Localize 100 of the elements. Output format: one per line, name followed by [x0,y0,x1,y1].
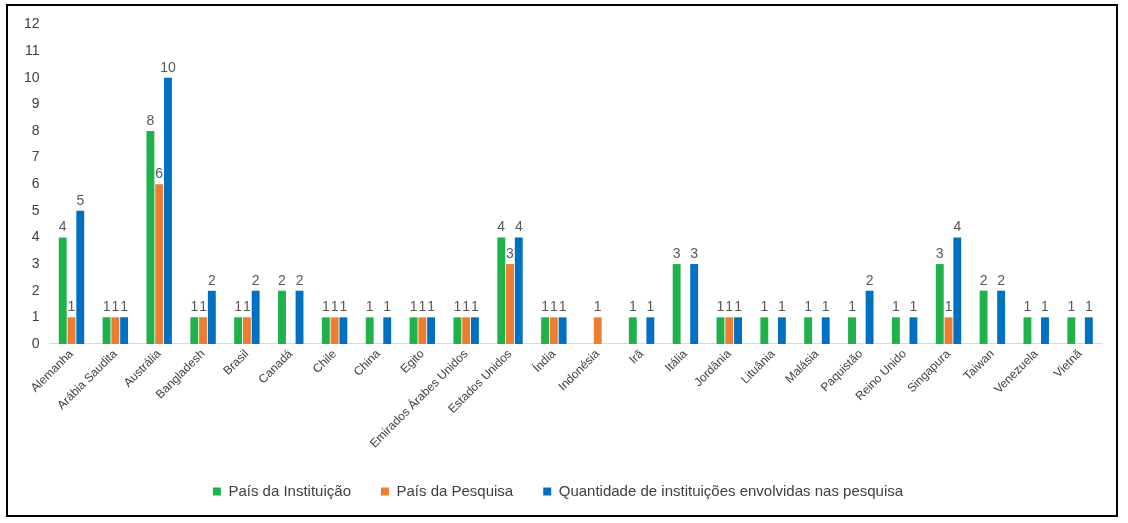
data-label: 3 [672,244,681,261]
data-label: 1 [944,298,953,315]
y-tick-label: 7 [31,148,40,165]
bar [278,290,286,344]
y-tick-label: 1 [31,308,40,325]
bar [67,317,76,344]
data-label: 1 [120,298,129,315]
data-label: 2 [997,271,1006,288]
data-label: 3 [935,244,944,261]
data-label: 1 [541,298,550,315]
data-label: 8 [146,111,155,128]
bar [716,317,725,344]
bar [453,317,462,344]
data-label: 1 [1023,298,1032,315]
data-label: 1 [462,298,471,315]
data-label: 1 [234,298,243,315]
bar [865,290,874,344]
bar [506,264,514,344]
data-label: 1 [848,298,857,315]
bar [672,264,681,344]
data-label: 1 [777,298,786,315]
bar [383,317,392,344]
data-label: 1 [892,298,900,315]
bar [725,317,734,344]
bar [558,317,567,344]
data-label: 2 [251,271,260,288]
bar [821,317,830,344]
data-label: 1 [339,298,348,315]
data-label: 3 [506,244,515,261]
data-label: 1 [409,298,418,315]
bar [1067,317,1076,344]
bar [190,317,199,344]
data-label: 1 [67,298,76,315]
data-label: 1 [1084,298,1093,315]
data-label: 1 [628,298,637,315]
bar [628,317,637,344]
data-label: 1 [1041,298,1050,315]
data-label: 2 [295,271,304,288]
data-label: 1 [593,298,602,315]
data-label: 1 [549,298,558,315]
data-label: 1 [453,298,462,315]
bar [997,290,1006,344]
bar [944,317,953,344]
bar [1084,317,1093,344]
data-label: 1 [102,298,111,315]
bar [234,317,243,344]
data-label: 1 [909,298,918,315]
legend-label: País da Instituição [228,481,351,499]
data-label: 4 [514,218,523,235]
y-tick-label: 11 [25,41,40,58]
bar [164,77,172,344]
data-label: 4 [58,218,67,235]
bar [207,290,216,344]
bar [1023,317,1032,344]
bar [549,317,558,344]
bar [462,317,471,344]
bar [935,264,944,344]
data-label: 1 [471,298,480,315]
bar [155,184,164,344]
y-tick-label: 6 [31,175,40,192]
legend-label: Quantidade de instituições envolvidas nas pesquisa [558,481,904,499]
data-label: 1 [558,298,567,315]
data-label: 1 [243,298,251,315]
bar [734,317,742,344]
bar [339,317,348,344]
bar [593,317,602,344]
bar [804,317,813,344]
data-label: 6 [155,165,164,182]
data-label: 10 [160,58,176,75]
bar [120,317,129,344]
data-label: 1 [646,298,655,315]
y-tick-label: 8 [31,121,40,138]
data-label: 5 [76,191,85,208]
data-label: 1 [716,298,725,315]
bar [760,317,769,344]
data-label: 1 [321,298,330,315]
bar [365,317,374,344]
y-tick-label: 10 [23,68,40,85]
data-label: 4 [497,218,506,235]
data-label: 1 [1067,298,1076,315]
data-label: 2 [979,271,988,288]
bar [541,317,550,344]
bar [418,317,427,344]
data-label: 1 [760,298,769,315]
data-label: 1 [190,298,199,315]
bar [251,290,260,344]
bar [330,317,339,344]
data-label: 1 [804,298,813,315]
y-tick-label: 5 [31,201,40,218]
bar [891,317,900,344]
data-label: 2 [278,271,287,288]
data-label: 3 [690,244,699,261]
bar [76,210,85,344]
bar [848,317,856,344]
data-label: 1 [365,298,374,315]
bar [777,317,786,344]
bar [111,317,120,344]
bar [979,290,988,344]
bar [514,237,523,344]
bar [1041,317,1049,344]
